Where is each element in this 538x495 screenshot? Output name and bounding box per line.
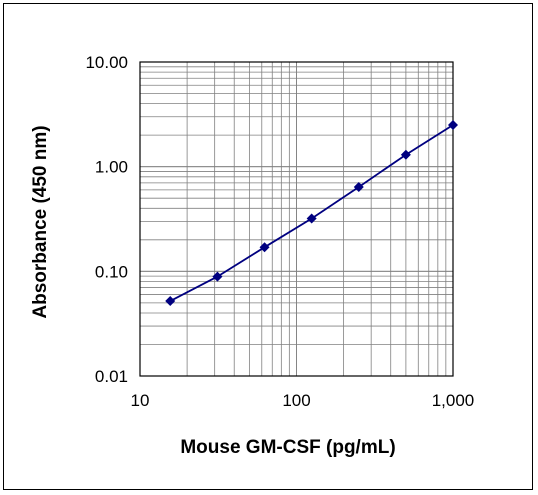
data-point	[259, 242, 270, 253]
data-point	[448, 120, 458, 131]
y-tick-label: 0.10	[95, 262, 128, 281]
plot-area	[139, 61, 454, 377]
x-tick-label: 1,000	[432, 391, 475, 410]
y-tick-label: 0.01	[95, 367, 128, 386]
grid	[140, 62, 453, 376]
tick-labels: 10 100 1,000 10.00 1.00 0.10 0.01	[85, 53, 474, 410]
data-point	[400, 149, 411, 160]
data-point	[353, 181, 364, 192]
data-point	[212, 271, 223, 282]
y-axis-title: Absorbance (450 nm)	[30, 125, 51, 318]
x-tick-label: 10	[131, 391, 150, 410]
y-tick-label: 10.00	[85, 53, 128, 72]
series-line	[169, 124, 454, 302]
data-point	[165, 296, 176, 307]
data-point	[306, 213, 317, 224]
data-points	[165, 120, 458, 307]
x-tick-label: 100	[282, 391, 310, 410]
x-axis-title: Mouse GM-CSF (pg/mL)	[180, 437, 395, 458]
y-tick-label: 1.00	[95, 158, 128, 177]
